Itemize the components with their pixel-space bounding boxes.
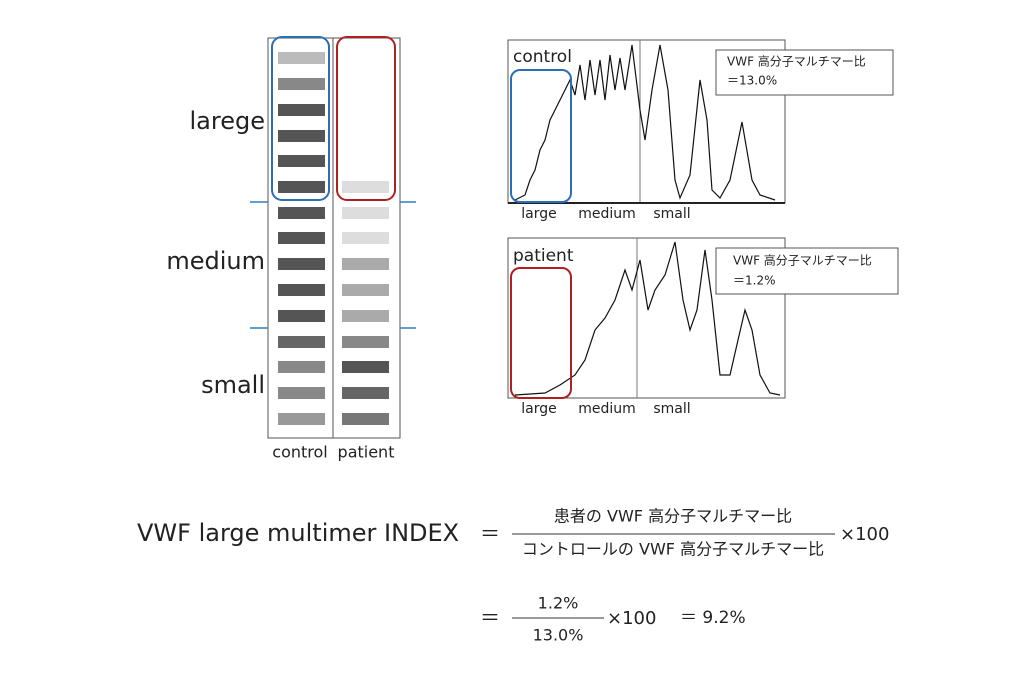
- note-box: [715, 247, 899, 295]
- gel-band: [278, 78, 325, 90]
- note-value: ＝13.0%: [727, 74, 777, 88]
- gel-band: [278, 361, 325, 373]
- profile-frame: [507, 237, 786, 399]
- large-region-box: [510, 267, 572, 399]
- gel-band: [342, 232, 389, 244]
- region-label: medium: [578, 401, 636, 417]
- gel-band: [278, 104, 325, 116]
- note-title: VWF 高分子マルチマー比: [733, 253, 872, 268]
- note-title: VWF 高分子マルチマー比: [727, 54, 866, 69]
- formula-name: VWF large multimer INDEX: [137, 519, 459, 547]
- gel-band: [278, 207, 325, 219]
- profile-curve: [514, 44, 776, 201]
- gel-band: [278, 181, 325, 193]
- gel-band: [278, 310, 325, 322]
- denominator: 13.0%: [533, 626, 584, 645]
- result: ＝ 9.2%: [680, 608, 746, 628]
- size-label: larege: [190, 107, 265, 135]
- note-value: ＝1.2%: [733, 274, 776, 288]
- region-label: small: [653, 401, 690, 417]
- gel-band: [278, 336, 325, 348]
- gel-band: [342, 387, 389, 399]
- factor: ×100: [840, 524, 889, 545]
- gel-band: [278, 387, 325, 399]
- equals: ＝: [480, 606, 500, 630]
- gel-band: [342, 413, 389, 425]
- gel-band: [342, 181, 389, 193]
- gel-band: [342, 207, 389, 219]
- large-region-box: [510, 69, 572, 203]
- profile-curve: [514, 241, 781, 396]
- lane-label: control: [272, 443, 327, 462]
- equals: ＝: [480, 522, 500, 546]
- gel-band: [342, 258, 389, 270]
- note-box: [715, 49, 894, 96]
- profile-label: patient: [513, 246, 574, 266]
- gel-band: [278, 284, 325, 296]
- dividers: [250, 201, 416, 329]
- region-label: large: [521, 206, 556, 222]
- region-label: medium: [578, 206, 636, 222]
- gel-band: [342, 336, 389, 348]
- size-label: medium: [166, 247, 265, 275]
- control-large-box: [271, 36, 330, 201]
- gel-band: [342, 361, 389, 373]
- lane-label: patient: [338, 443, 395, 462]
- gel-band: [342, 310, 389, 322]
- gel-band: [278, 155, 325, 167]
- gel-band: [278, 52, 325, 64]
- gel-band: [278, 413, 325, 425]
- gel-band: [278, 258, 325, 270]
- gel-band: [278, 130, 325, 142]
- gel-band: [342, 284, 389, 296]
- size-label: small: [201, 371, 265, 399]
- denominator: コントロールの VWF 高分子マルチマー比: [522, 540, 824, 559]
- gel-band: [278, 232, 325, 244]
- region-label: small: [653, 206, 690, 222]
- profile-label: control: [513, 47, 572, 67]
- numerator: 患者の VWF 高分子マルチマー比: [554, 507, 792, 526]
- region-label: large: [521, 401, 556, 417]
- numerator: 1.2%: [538, 594, 579, 613]
- patient-large-box: [336, 36, 396, 201]
- gel: [267, 37, 401, 439]
- factor: ×100: [607, 608, 656, 629]
